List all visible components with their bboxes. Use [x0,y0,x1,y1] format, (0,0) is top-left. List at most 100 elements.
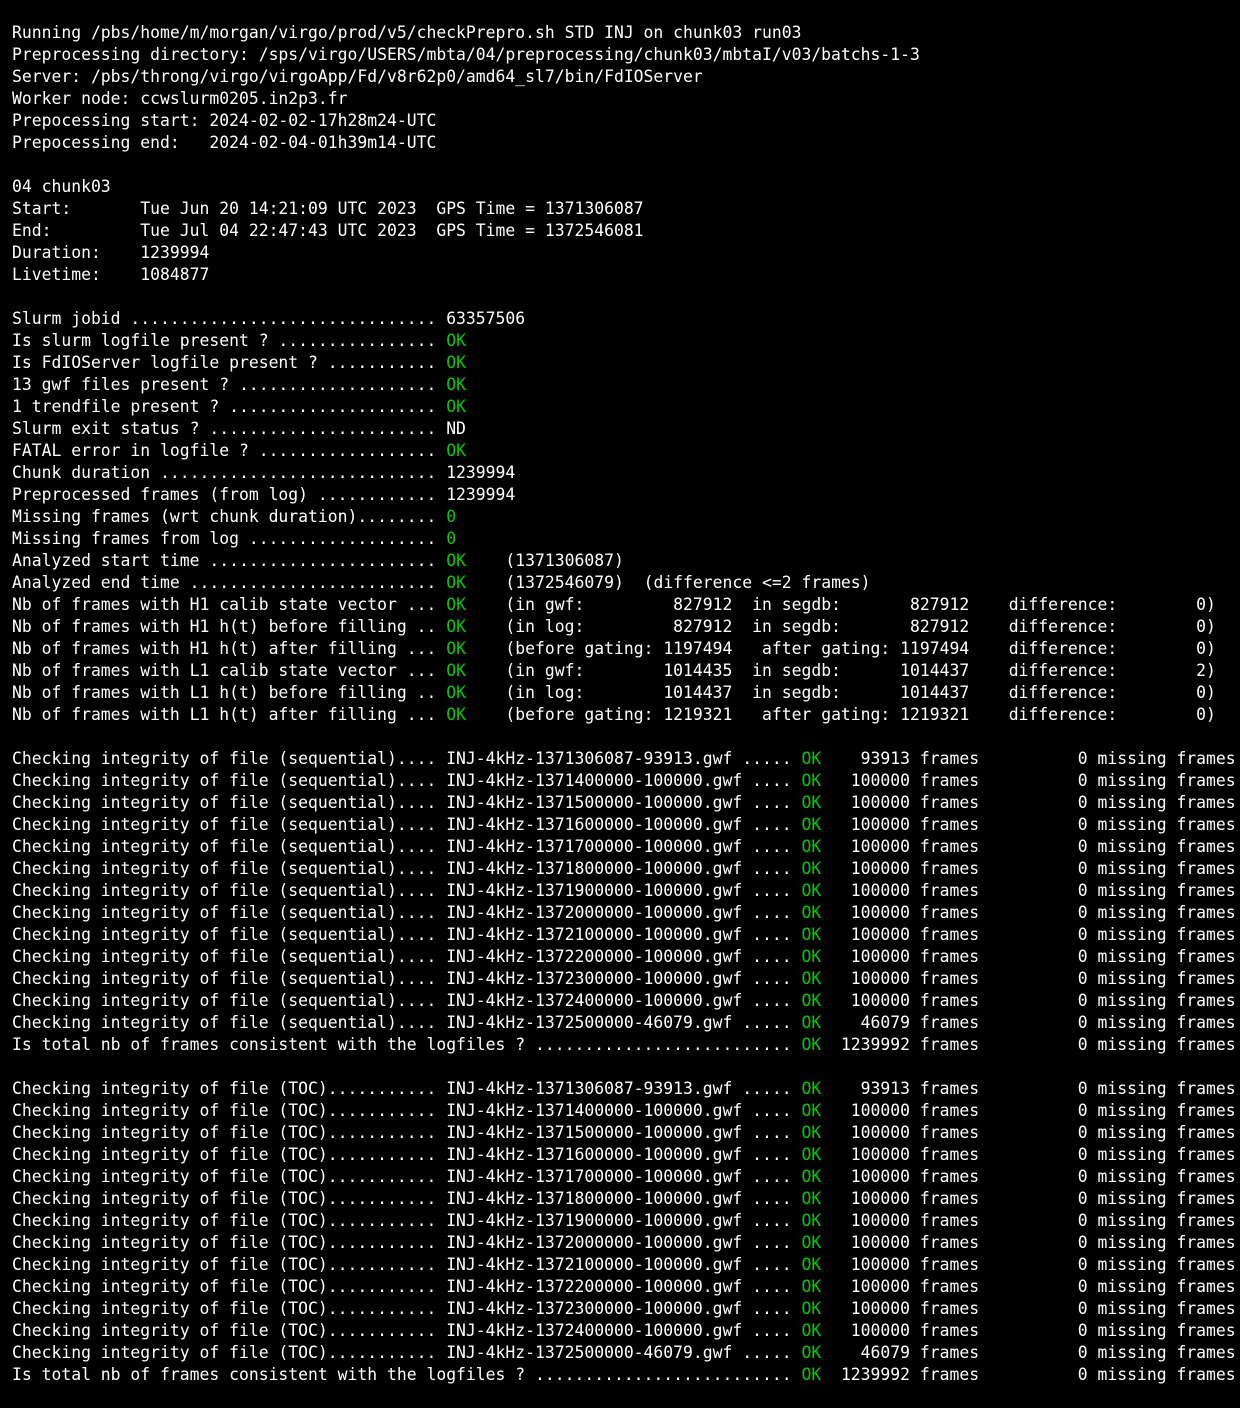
terminal-text-segment: Slurm exit status ? ....................… [12,419,466,438]
terminal-text-segment: Checking integrity of file (TOC)........… [12,1189,802,1208]
terminal-text-segment: Checking integrity of file (TOC)........… [12,1321,802,1340]
terminal-line: Checking integrity of file (sequential).… [12,836,1240,858]
terminal-line: Checking integrity of file (sequential).… [12,902,1240,924]
status-value-green: OK [801,1321,822,1340]
terminal-line: Worker node: ccwslurm0205.in2p3.fr [12,88,1240,110]
terminal-text-segment: Missing frames (wrt chunk duration).....… [12,507,447,526]
terminal-line: Checking integrity of file (TOC)........… [12,1166,1240,1188]
terminal-line: Checking integrity of file (TOC)........… [12,1254,1240,1276]
status-value-green: OK [801,1189,822,1208]
terminal-text-segment: Nb of frames with H1 h(t) before filling… [12,617,447,636]
status-value-green: OK [446,573,466,592]
terminal-text-segment: Checking integrity of file (sequential).… [12,925,802,944]
terminal-line: Checking integrity of file (TOC)........… [12,1276,1240,1298]
terminal-line: Checking integrity of file (TOC)........… [12,1298,1240,1320]
terminal-text-segment: Is total nb of frames consistent with th… [12,1035,802,1054]
terminal-text-segment: Checking integrity of file (TOC)........… [12,1167,802,1186]
terminal-line: Checking integrity of file (sequential).… [12,1012,1240,1034]
status-value-green: OK [446,353,466,372]
terminal-line: Start: Tue Jun 20 14:21:09 UTC 2023 GPS … [12,198,1240,220]
status-value-green: OK [446,375,466,394]
status-value-green: OK [801,1255,822,1274]
terminal-line: End: Tue Jul 04 22:47:43 UTC 2023 GPS Ti… [12,220,1240,242]
status-value-green: OK [446,639,466,658]
terminal-text-segment: Checking integrity of file (TOC)........… [12,1277,802,1296]
terminal-text-segment: Checking integrity of file (TOC)........… [12,1343,802,1362]
status-value-green: OK [446,661,466,680]
terminal-text-segment: (before gating: 1219321 after gating: 12… [465,705,1216,724]
status-value-green: OK [801,859,822,878]
terminal-line: Slurm jobid ............................… [12,308,1240,330]
terminal-text-segment: Checking integrity of file (sequential).… [12,903,802,922]
terminal-text-segment: 93913 frames 0 missing frames [821,1079,1236,1098]
terminal-line: Analyzed start time ....................… [12,550,1240,572]
terminal-text-segment: (in gwf: 1014435 in segdb: 1014437 diffe… [465,661,1216,680]
terminal-text-segment: Chunk duration .........................… [12,463,516,482]
status-value-green: OK [446,551,466,570]
terminal-text-segment: End: Tue Jul 04 22:47:43 UTC 2023 GPS Ti… [12,221,644,240]
terminal-line: FATAL error in logfile ? ...............… [12,440,1240,462]
terminal-text-segment: (in log: 827912 in segdb: 827912 differe… [465,617,1216,636]
terminal-text-segment: 1 trendfile present ? ..................… [12,397,447,416]
status-value-green: OK [801,1079,822,1098]
terminal-line: Nb of frames with L1 h(t) before filling… [12,682,1240,704]
terminal-line: Nb of frames with L1 calib state vector … [12,660,1240,682]
terminal-line: Checking integrity of file (sequential).… [12,814,1240,836]
terminal-line [12,286,1240,308]
status-value-green: OK [801,815,822,834]
terminal-text-segment: 46079 frames 0 missing frames [821,1013,1236,1032]
status-value-green: OK [801,1233,822,1252]
status-value-green: OK [801,947,822,966]
terminal-text-segment: 100000 frames 0 missing frames [821,925,1236,944]
terminal-line: Duration: 1239994 [12,242,1240,264]
terminal-text-segment: Checking integrity of file (sequential).… [12,793,802,812]
terminal-text-segment: Worker node: ccwslurm0205.in2p3.fr [12,89,348,108]
terminal-text-segment: 100000 frames 0 missing frames [821,947,1236,966]
terminal-line: Nb of frames with L1 h(t) after filling … [12,704,1240,726]
terminal-line: Analyzed end time ......................… [12,572,1240,594]
status-value-green: OK [801,1123,822,1142]
terminal-text-segment: Checking integrity of file (sequential).… [12,991,802,1010]
terminal-line: 04 chunk03 [12,176,1240,198]
terminal-text-segment: Checking integrity of file (sequential).… [12,881,802,900]
terminal-text-segment: FATAL error in logfile ? ...............… [12,441,447,460]
terminal-text-segment: Checking integrity of file (TOC)........… [12,1299,802,1318]
status-value-green: OK [801,903,822,922]
terminal-text-segment: 100000 frames 0 missing frames [821,969,1236,988]
status-value-green: OK [446,441,466,460]
terminal-text-segment: Checking integrity of file (sequential).… [12,815,802,834]
terminal-line: Checking integrity of file (sequential).… [12,968,1240,990]
status-value-green: OK [801,969,822,988]
status-value-green: OK [801,881,822,900]
terminal-text-segment: Checking integrity of file (TOC)........… [12,1211,802,1230]
terminal-text-segment: Checking integrity of file (sequential).… [12,859,802,878]
status-value-green: OK [801,749,822,768]
terminal-text-segment: Is FdIOServer logfile present ? ........… [12,353,447,372]
terminal-line: Checking integrity of file (TOC)........… [12,1100,1240,1122]
terminal-text-segment: Nb of frames with L1 h(t) after filling … [12,705,447,724]
terminal-line: Checking integrity of file (TOC)........… [12,1232,1240,1254]
terminal-text-segment: Nb of frames with L1 calib state vector … [12,661,447,680]
terminal-text-segment: 46079 frames 0 missing frames [821,1343,1236,1362]
terminal-text-segment: 100000 frames 0 missing frames [821,1123,1236,1142]
terminal-text-segment: (1371306087) [465,551,624,570]
terminal-line: Missing frames from log ................… [12,528,1240,550]
status-value-green: OK [446,595,466,614]
terminal-line: Checking integrity of file (sequential).… [12,924,1240,946]
status-value-green: OK [801,991,822,1010]
terminal-text-segment: Checking integrity of file (sequential).… [12,947,802,966]
terminal-text-segment: Is slurm logfile present ? .............… [12,331,447,350]
terminal-text-segment: Slurm jobid ............................… [12,309,526,328]
terminal-text-segment: 04 chunk03 [12,177,111,196]
terminal-text-segment: 100000 frames 0 missing frames [821,1167,1236,1186]
terminal-text-segment: Duration: 1239994 [12,243,210,262]
terminal-line: Checking integrity of file (TOC)........… [12,1210,1240,1232]
terminal-line: Is total nb of frames consistent with th… [12,1364,1240,1386]
status-value-green: OK [801,1299,822,1318]
terminal-line: Prepocessing start: 2024-02-02-17h28m24-… [12,110,1240,132]
status-value-green: OK [801,1101,822,1120]
terminal-text-segment: Nb of frames with H1 calib state vector … [12,595,447,614]
terminal-line: Missing frames (wrt chunk duration).....… [12,506,1240,528]
status-value-green: OK [801,793,822,812]
terminal-text-segment: 100000 frames 0 missing frames [821,1211,1236,1230]
